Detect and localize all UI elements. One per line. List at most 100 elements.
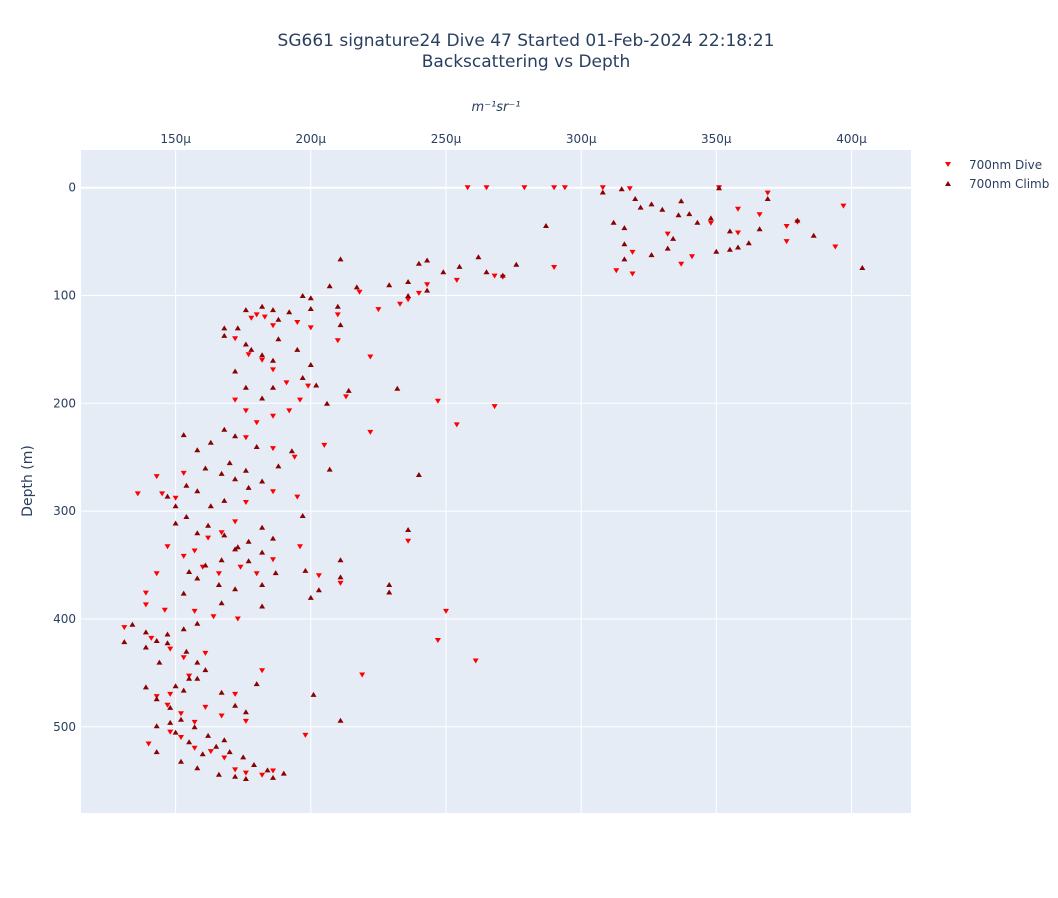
dive-point bbox=[832, 244, 839, 250]
legend: 700nm Dive 700nm Climb bbox=[945, 158, 1049, 191]
dive-point bbox=[232, 767, 239, 773]
y-tick-label: 100 bbox=[53, 289, 76, 303]
climb-point bbox=[164, 640, 171, 646]
climb-point bbox=[242, 467, 249, 473]
climb-point bbox=[232, 702, 239, 708]
climb-point bbox=[186, 675, 193, 681]
dive-point bbox=[153, 571, 160, 577]
dive-point bbox=[551, 265, 558, 270]
climb-point bbox=[221, 497, 228, 503]
dive-point bbox=[521, 185, 528, 191]
dive-point bbox=[148, 635, 155, 641]
climb-point bbox=[226, 749, 233, 755]
y-tick-label: 500 bbox=[53, 720, 76, 734]
dive-point bbox=[424, 282, 431, 288]
climb-point bbox=[218, 689, 225, 695]
climb-point bbox=[513, 261, 520, 267]
dive-point bbox=[678, 261, 685, 267]
dive-point bbox=[242, 408, 249, 414]
dive-point bbox=[207, 749, 214, 755]
climb-point bbox=[483, 269, 490, 275]
climb-point bbox=[180, 626, 187, 632]
dive-point bbox=[840, 203, 847, 209]
data-points bbox=[121, 185, 866, 781]
climb-point bbox=[226, 460, 233, 466]
climb-point bbox=[232, 773, 239, 779]
x-tick-label: 150μ bbox=[160, 132, 191, 146]
dive-point bbox=[270, 323, 276, 329]
legend-item-climb[interactable]: 700nm Climb bbox=[945, 177, 1049, 191]
dive-point bbox=[253, 571, 260, 577]
climb-point bbox=[215, 582, 222, 587]
climb-point bbox=[213, 743, 220, 749]
climb-point bbox=[167, 719, 174, 725]
dive-point bbox=[629, 271, 636, 277]
climb-point bbox=[234, 544, 241, 550]
dive-point bbox=[242, 435, 249, 441]
dive-point bbox=[142, 590, 149, 596]
dive-point bbox=[294, 494, 301, 500]
dive-point bbox=[259, 357, 266, 363]
dive-point bbox=[297, 397, 303, 403]
climb-point bbox=[275, 463, 282, 469]
dive-point bbox=[334, 338, 341, 344]
dive-point bbox=[202, 650, 209, 656]
dive-point bbox=[613, 268, 620, 274]
dive-point bbox=[259, 772, 266, 778]
dive-point bbox=[405, 297, 412, 303]
climb-point bbox=[270, 357, 276, 363]
dive-point bbox=[483, 185, 490, 191]
climb-point bbox=[194, 530, 201, 536]
dive-point bbox=[664, 231, 671, 237]
x-tick-label: 250μ bbox=[431, 132, 462, 146]
climb-point bbox=[415, 260, 422, 266]
dive-point bbox=[191, 548, 198, 554]
dive-point bbox=[464, 185, 471, 191]
dive-point bbox=[629, 249, 636, 255]
climb-point bbox=[716, 185, 722, 191]
climb-point bbox=[194, 447, 201, 453]
dive-point bbox=[337, 580, 344, 586]
dive-point bbox=[294, 320, 301, 325]
climb-point bbox=[302, 567, 309, 573]
climb-point bbox=[405, 527, 412, 532]
climb-point bbox=[183, 482, 190, 488]
climb-point bbox=[259, 478, 266, 484]
climb-point bbox=[221, 426, 228, 432]
climb-point bbox=[632, 196, 639, 201]
dive-point bbox=[270, 489, 276, 495]
dive-point bbox=[375, 307, 382, 313]
dive-point bbox=[270, 557, 276, 563]
climb-point bbox=[221, 332, 228, 338]
dive-point bbox=[707, 220, 714, 226]
climb-point bbox=[405, 293, 412, 298]
dive-point bbox=[205, 535, 212, 541]
climb-point bbox=[270, 535, 276, 541]
climb-point bbox=[288, 448, 295, 454]
dive-point bbox=[689, 254, 695, 260]
dive-point bbox=[405, 538, 412, 544]
legend-climb-marker bbox=[945, 181, 951, 186]
dive-point bbox=[121, 625, 128, 631]
climb-point bbox=[756, 226, 763, 232]
climb-point bbox=[202, 667, 209, 673]
x-tick-label: 350μ bbox=[701, 132, 732, 146]
climb-point bbox=[167, 704, 174, 710]
dive-point bbox=[218, 530, 225, 536]
dive-point bbox=[164, 702, 171, 708]
dive-point bbox=[167, 729, 174, 735]
climb-point bbox=[386, 282, 393, 288]
dive-point bbox=[180, 655, 187, 661]
climb-point bbox=[251, 762, 257, 767]
climb-point bbox=[129, 621, 136, 627]
climb-point bbox=[337, 322, 344, 328]
y-tick-label: 300 bbox=[53, 504, 76, 518]
climb-point bbox=[415, 472, 422, 477]
climb-point bbox=[207, 439, 214, 445]
climb-point bbox=[172, 683, 179, 689]
legend-item-dive[interactable]: 700nm Dive bbox=[945, 158, 1042, 172]
climb-point bbox=[353, 284, 360, 290]
climb-point bbox=[153, 696, 160, 702]
dive-point bbox=[735, 206, 741, 212]
